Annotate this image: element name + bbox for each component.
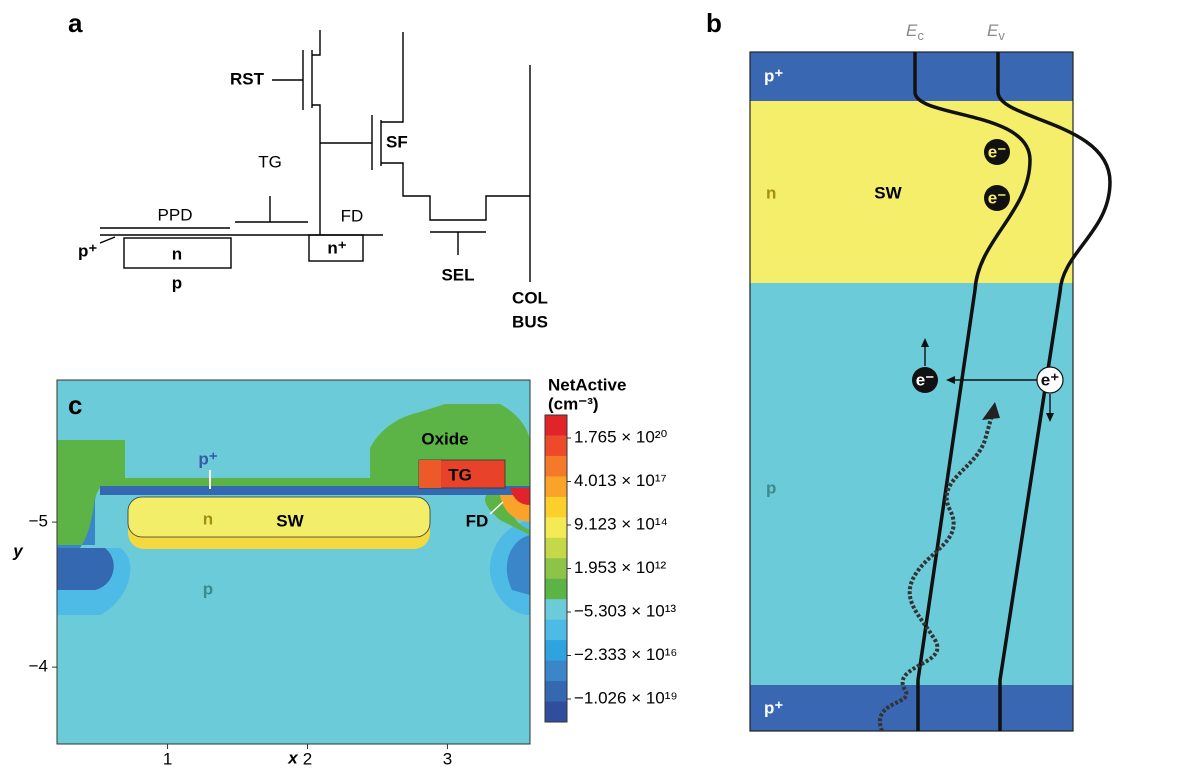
p-plus-layer (750, 52, 1073, 101)
subscript: c (917, 28, 924, 43)
label: n (172, 244, 182, 263)
colorbar-label: −2.333 × 10¹⁶ (574, 645, 677, 664)
label: COL (512, 288, 548, 307)
colorbar-swatch (545, 476, 567, 497)
band-label: Ec (906, 21, 924, 43)
label: Oxide (421, 429, 468, 448)
colorbar-label: −1.026 × 10¹⁹ (574, 688, 678, 707)
colorbar-swatch (545, 599, 567, 620)
colorbar-swatch (545, 517, 567, 538)
colorbar-label: −5.303 × 10¹³ (574, 601, 676, 620)
axis-label: y (12, 541, 24, 560)
colorbar-swatch (545, 497, 567, 518)
colorbar-swatch (545, 640, 567, 661)
label: TG (258, 152, 282, 171)
label: p⁺ (764, 66, 783, 85)
panel-c: c Oxide TG p⁺ n SW FD p y x NetActive (c… (12, 375, 677, 768)
panel-letter: c (68, 390, 82, 420)
label: e⁻ (988, 142, 1006, 161)
colorbar-title: NetActive (548, 375, 626, 394)
colorbar-swatch (545, 558, 567, 579)
symbol: E (987, 21, 999, 40)
colorbar-swatch (545, 456, 567, 477)
colorbar-swatch (545, 702, 567, 723)
label: p⁺ (78, 241, 97, 260)
colorbar-swatch (545, 538, 567, 559)
label: n⁺ (327, 238, 346, 257)
contour (57, 548, 114, 590)
colorbar-swatch (545, 620, 567, 641)
x-tick-label: 3 (443, 749, 452, 768)
label: p (766, 478, 776, 497)
colorbar-label: 1.765 × 10²⁰ (574, 427, 667, 446)
label: TG (448, 465, 472, 484)
x-tick-label: 2 (303, 749, 312, 768)
p-layer (750, 283, 1073, 685)
label: SF (386, 132, 408, 151)
label: n (203, 509, 213, 528)
colorbar-label: 9.123 × 10¹⁴ (574, 514, 668, 533)
circuit-wire (100, 30, 530, 282)
label: p (172, 273, 182, 292)
label: FD (466, 511, 489, 530)
figure: a RST SF TG PPD FD p⁺ n n⁺ p SEL COL BUS… (0, 0, 1188, 769)
label: e⁻ (988, 188, 1006, 207)
y-tick-label: −5 (29, 512, 48, 531)
p-plus-layer (750, 685, 1073, 731)
colorbar-swatch (545, 681, 567, 702)
panel-letter: b (706, 8, 722, 38)
label: RST (230, 69, 265, 88)
label: e⁺ (1041, 370, 1059, 389)
label: p⁺ (764, 698, 783, 717)
label: SEL (441, 265, 474, 284)
label: e⁻ (916, 370, 934, 389)
colorbar-swatch (545, 415, 567, 436)
label: BUS (512, 312, 548, 331)
axis-label: x (287, 748, 299, 767)
colorbar-label: 4.013 × 10¹⁷ (574, 471, 667, 490)
tg-gate (419, 460, 441, 488)
colorbar-swatch (545, 579, 567, 600)
body: a RST SF TG PPD FD p⁺ n n⁺ p SEL COL BUS… (0, 0, 1188, 769)
colorbar-swatch (545, 435, 567, 456)
colorbar-unit: (cm⁻³) (548, 394, 599, 413)
page: Figure {"panels": { "a": {"letter": "a",… (0, 0, 1188, 769)
label: SW (276, 511, 304, 530)
y-tick-label: −4 (29, 657, 48, 676)
colorbar-label: 1.953 × 10¹² (574, 558, 666, 577)
label: p⁺ (198, 449, 217, 468)
panel-a: a RST SF TG PPD FD p⁺ n n⁺ p SEL COL BUS (68, 8, 548, 332)
band-label: Ev (987, 21, 1005, 43)
x-tick-label: 1 (163, 749, 172, 768)
symbol: E (906, 21, 918, 40)
colorbar-swatch (545, 661, 567, 682)
label: FD (341, 206, 364, 225)
label: n (766, 183, 776, 202)
label: PPD (158, 205, 193, 224)
label: SW (874, 183, 902, 202)
subscript: v (998, 28, 1005, 43)
panel-b: b Ec Ev e⁻ e⁻ e⁻ e⁺ p⁺ n SW p p⁺ (706, 8, 1110, 731)
label: p (203, 579, 213, 598)
panel-letter: a (68, 8, 83, 38)
